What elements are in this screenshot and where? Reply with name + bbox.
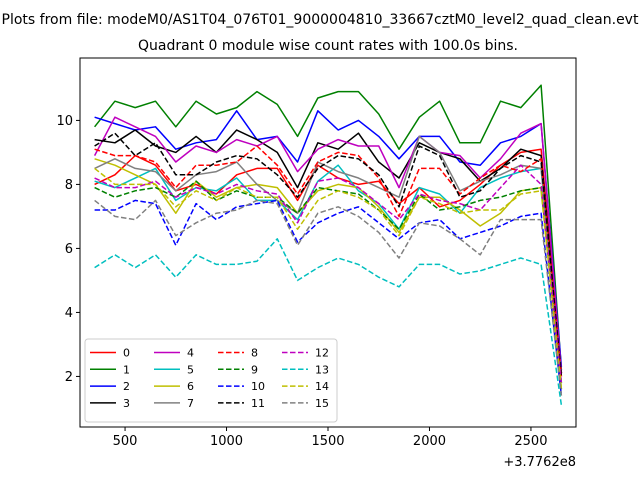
x-tick-label: 500	[113, 434, 138, 449]
y-tick-label: 2	[65, 370, 73, 385]
y-tick-label: 8	[65, 178, 73, 193]
series-line-13	[94, 238, 563, 406]
legend-label-0: 0	[123, 347, 130, 360]
x-tick-label: 1500	[311, 434, 344, 449]
legend-box	[84, 338, 338, 423]
series-line-11	[94, 132, 563, 377]
series-line-3	[94, 129, 563, 374]
y-tick-label: 10	[56, 114, 73, 129]
chart-title: Quadrant 0 module wise count rates with …	[138, 38, 518, 54]
legend-label-4: 4	[187, 347, 194, 360]
series-line-4	[93, 116, 563, 374]
series-line-6	[94, 158, 563, 390]
series-line-12	[94, 164, 563, 383]
x-axis: 500 1000 1500 2000 2500	[113, 427, 547, 449]
legend-label-11: 11	[251, 397, 265, 410]
legend-label-7: 7	[187, 397, 194, 410]
legend-label-2: 2	[123, 380, 130, 393]
legend-label-14: 14	[315, 380, 329, 393]
y-tick-label: 4	[65, 306, 73, 321]
y-axis: 2 4 6 8 10	[56, 114, 80, 385]
series-line-9	[94, 180, 563, 383]
series-layer	[93, 84, 563, 406]
series-line-10	[94, 199, 563, 396]
series-line-8	[94, 145, 563, 377]
legend-label-1: 1	[123, 363, 130, 376]
legend-label-6: 6	[187, 380, 194, 393]
legend-label-13: 13	[315, 363, 329, 376]
legend-label-8: 8	[251, 347, 258, 360]
legend-label-5: 5	[187, 363, 194, 376]
x-offset-label: +3.7762e8	[503, 455, 576, 470]
legend-label-15: 15	[315, 397, 329, 410]
series-line-7	[94, 135, 563, 377]
y-tick-label: 6	[65, 242, 73, 257]
x-tick-label: 2500	[514, 434, 547, 449]
series-line-14	[94, 167, 563, 390]
legend-label-9: 9	[251, 363, 258, 376]
chart-suptitle: Plots from file: modeM0/AS1T04_076T01_90…	[2, 12, 639, 28]
legend-label-10: 10	[251, 380, 265, 393]
legend-label-12: 12	[315, 347, 329, 360]
legend-label-3: 3	[123, 397, 130, 410]
x-tick-label: 2000	[413, 434, 446, 449]
series-line-1	[94, 84, 563, 371]
series-line-15	[94, 199, 563, 396]
series-line-0	[94, 148, 563, 374]
series-line-2	[94, 110, 563, 367]
chart-header: Plots from file: modeM0/AS1T04_076T01_90…	[2, 12, 639, 54]
x-tick-label: 1000	[210, 434, 243, 449]
